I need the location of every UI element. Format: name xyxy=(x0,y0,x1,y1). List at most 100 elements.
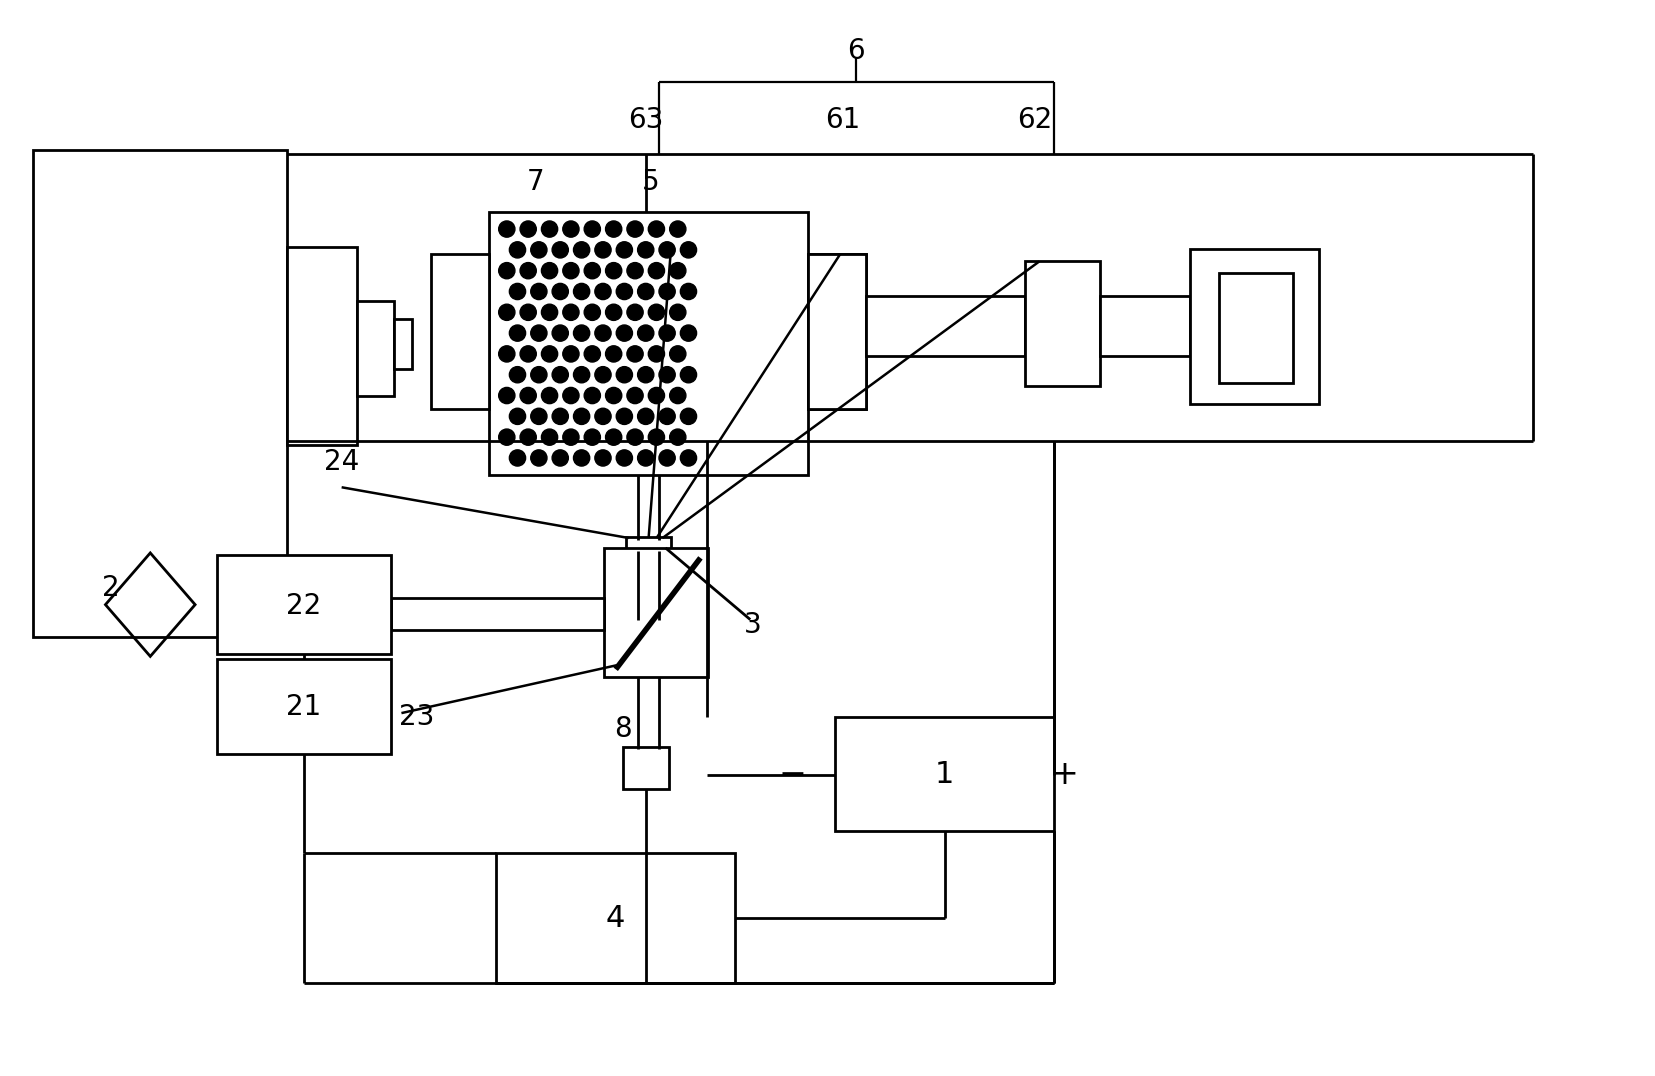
Circle shape xyxy=(541,345,558,362)
Text: 6: 6 xyxy=(847,37,864,65)
Circle shape xyxy=(574,242,589,258)
Text: 63: 63 xyxy=(627,107,664,134)
Bar xyxy=(392,597,604,629)
Bar xyxy=(1101,296,1190,356)
Text: +: + xyxy=(1051,759,1077,791)
Circle shape xyxy=(584,345,601,362)
Circle shape xyxy=(606,345,622,362)
Circle shape xyxy=(659,367,675,383)
Circle shape xyxy=(680,283,697,299)
Circle shape xyxy=(510,242,526,258)
Circle shape xyxy=(606,305,622,321)
Text: 22: 22 xyxy=(286,592,321,620)
Bar xyxy=(622,747,669,789)
Circle shape xyxy=(498,305,515,321)
Text: 21: 21 xyxy=(286,693,321,721)
Circle shape xyxy=(531,450,548,466)
Circle shape xyxy=(659,325,675,341)
Bar xyxy=(217,555,392,654)
Circle shape xyxy=(616,325,632,341)
Circle shape xyxy=(553,325,568,341)
Circle shape xyxy=(584,305,601,321)
Circle shape xyxy=(637,325,654,341)
Circle shape xyxy=(563,305,579,321)
Circle shape xyxy=(531,242,548,258)
Circle shape xyxy=(520,387,536,404)
Circle shape xyxy=(670,305,685,321)
Bar xyxy=(808,254,866,409)
Circle shape xyxy=(531,283,548,299)
Bar xyxy=(1218,273,1294,383)
Circle shape xyxy=(637,367,654,383)
Circle shape xyxy=(616,283,632,299)
Circle shape xyxy=(606,263,622,279)
Circle shape xyxy=(670,345,685,362)
Circle shape xyxy=(606,429,622,445)
Circle shape xyxy=(563,429,579,445)
Circle shape xyxy=(680,408,697,424)
Circle shape xyxy=(584,387,601,404)
Circle shape xyxy=(498,429,515,445)
Bar xyxy=(286,246,356,445)
Bar xyxy=(394,320,412,369)
Circle shape xyxy=(616,367,632,383)
Bar xyxy=(604,548,708,677)
Circle shape xyxy=(541,387,558,404)
Text: −: − xyxy=(778,759,806,791)
Circle shape xyxy=(498,345,515,362)
Text: 62: 62 xyxy=(1016,107,1053,134)
Circle shape xyxy=(649,305,665,321)
Text: 4: 4 xyxy=(606,904,626,933)
Circle shape xyxy=(498,221,515,237)
Circle shape xyxy=(541,305,558,321)
Circle shape xyxy=(510,283,526,299)
Circle shape xyxy=(520,263,536,279)
Circle shape xyxy=(563,263,579,279)
Circle shape xyxy=(584,429,601,445)
Circle shape xyxy=(649,263,665,279)
Circle shape xyxy=(594,325,611,341)
Circle shape xyxy=(594,283,611,299)
Circle shape xyxy=(510,408,526,424)
Bar xyxy=(496,853,735,982)
Circle shape xyxy=(659,283,675,299)
Circle shape xyxy=(670,429,685,445)
Circle shape xyxy=(498,387,515,404)
Circle shape xyxy=(574,325,589,341)
Circle shape xyxy=(680,367,697,383)
Text: 1: 1 xyxy=(935,761,955,790)
Circle shape xyxy=(553,283,568,299)
Circle shape xyxy=(670,221,685,237)
Circle shape xyxy=(563,345,579,362)
Circle shape xyxy=(510,325,526,341)
Bar xyxy=(1190,250,1319,404)
Circle shape xyxy=(670,263,685,279)
Bar xyxy=(808,254,866,409)
Bar xyxy=(217,660,392,754)
Circle shape xyxy=(649,429,665,445)
Circle shape xyxy=(574,408,589,424)
Text: 23: 23 xyxy=(399,703,434,731)
Circle shape xyxy=(616,242,632,258)
Text: 61: 61 xyxy=(826,107,861,134)
Circle shape xyxy=(498,263,515,279)
Circle shape xyxy=(649,221,665,237)
Bar xyxy=(1026,261,1101,386)
Circle shape xyxy=(670,387,685,404)
Text: 7: 7 xyxy=(528,168,544,196)
Circle shape xyxy=(541,221,558,237)
Circle shape xyxy=(606,387,622,404)
Circle shape xyxy=(563,387,579,404)
Text: 8: 8 xyxy=(614,716,632,744)
Circle shape xyxy=(649,387,665,404)
Circle shape xyxy=(531,367,548,383)
Circle shape xyxy=(637,450,654,466)
Circle shape xyxy=(637,283,654,299)
Circle shape xyxy=(520,345,536,362)
Circle shape xyxy=(594,450,611,466)
Circle shape xyxy=(520,305,536,321)
Circle shape xyxy=(520,429,536,445)
Bar xyxy=(490,212,808,476)
Circle shape xyxy=(659,408,675,424)
Circle shape xyxy=(510,450,526,466)
